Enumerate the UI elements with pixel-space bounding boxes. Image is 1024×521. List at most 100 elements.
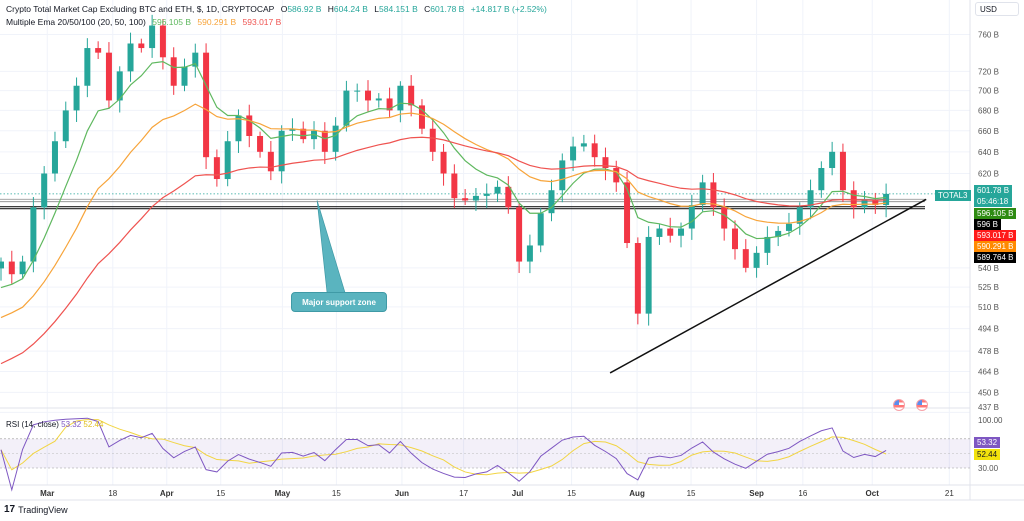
date-label: Oct [866, 489, 880, 498]
last-price: 601.78 B [977, 186, 1010, 195]
price-tick-label: 478 B [978, 347, 999, 356]
candle-body [462, 198, 469, 201]
candle-body [667, 228, 674, 236]
date-label: 15 [567, 489, 576, 498]
candle-body [829, 151, 836, 169]
candle-body [645, 236, 652, 314]
candle-body [0, 261, 4, 269]
candle-body [440, 151, 447, 174]
candle-body [710, 182, 717, 208]
candle-body [634, 243, 641, 314]
rsi-badge: 53.32 [974, 437, 1001, 448]
candle-body [807, 190, 814, 208]
ema20-value: 596.105 B [152, 17, 192, 27]
ema100-line [0, 136, 887, 365]
candle-body [624, 182, 631, 244]
candle-body [408, 85, 415, 106]
candle-body [483, 193, 490, 196]
tradingview-logo[interactable]: 17 TradingView [4, 504, 68, 515]
rsi-ma-badge: 52.44 [974, 449, 1001, 460]
date-label: Mar [40, 489, 54, 498]
candle-body [159, 25, 166, 58]
candle-body [127, 43, 134, 72]
candle-body [678, 228, 685, 236]
candle-body [267, 151, 274, 172]
candle-body [73, 85, 80, 111]
low-value: 584.151 B [379, 4, 418, 14]
date-label: 15 [216, 489, 225, 498]
candles [0, 14, 890, 326]
candle-body [289, 128, 296, 131]
price-tick-label: 450 B [978, 388, 999, 397]
date-label: 18 [108, 489, 117, 498]
candle-body [224, 141, 231, 180]
us-event-flag-icon[interactable] [916, 399, 928, 411]
candle-body [321, 130, 328, 152]
low-label: L [374, 4, 380, 14]
candle-body [742, 249, 749, 268]
rsi-legend[interactable]: RSI (14, close) 53.32 52.44 [6, 420, 103, 429]
ema20-line [0, 60, 887, 289]
candle-body [850, 190, 857, 208]
candle-body [116, 71, 123, 101]
candle-body [397, 85, 404, 111]
ascending-trendline [609, 198, 927, 374]
candle-body [181, 66, 188, 86]
rsi-tick-label: 30.00 [978, 464, 999, 473]
candle-body [343, 90, 350, 126]
candle-body [839, 151, 846, 191]
candle-body [213, 157, 220, 180]
brand-name: TradingView [18, 504, 68, 515]
candle-body [613, 168, 620, 183]
us-event-flag-icon[interactable] [893, 399, 905, 411]
candle-body [84, 48, 91, 86]
date-label: Jul [512, 489, 524, 498]
ema-legend[interactable]: Multiple Ema 20/50/100 (20, 50, 100) 596… [6, 17, 285, 27]
candle-body [559, 160, 566, 191]
ema50-badge: 590.291 B [974, 241, 1017, 252]
open-value: 586.92 B [287, 4, 322, 14]
close-label: C [424, 4, 431, 14]
candle-body [591, 143, 598, 158]
last-price-badge: 601.78 B 05:46:18 [974, 185, 1013, 207]
candle-body [785, 223, 792, 231]
rsi-tick-label: 100.00 [978, 416, 1003, 425]
change-value: +14.817 B (+2.52%) [470, 4, 547, 14]
candle-body [418, 105, 425, 129]
ema-indicator-title: Multiple Ema 20/50/100 (20, 50, 100) [6, 17, 146, 27]
date-label: 15 [687, 489, 696, 498]
price-tick-label: 464 B [978, 367, 999, 376]
candle-body [472, 195, 479, 201]
rsi-ma-line [0, 419, 887, 476]
candle-body [570, 146, 577, 161]
candle-body [602, 157, 609, 169]
candle-body [246, 115, 253, 136]
candle-body [8, 261, 15, 275]
price-tick-label: 640 B [978, 148, 999, 157]
candle-body [192, 52, 199, 67]
rsi-ma-value: 52.44 [83, 420, 104, 429]
candle-body [386, 98, 393, 111]
candle-body [721, 207, 728, 229]
candle-body [19, 261, 26, 275]
candle-body [375, 98, 382, 101]
candle-body [451, 173, 458, 199]
candle-body [300, 128, 307, 140]
high-label: H [327, 4, 334, 14]
price-tick-label: 494 B [978, 325, 999, 334]
currency-selector[interactable]: USD [975, 2, 1019, 16]
candle-body [656, 228, 663, 237]
ema20-badge: 596.105 B [974, 208, 1017, 219]
support-zone-callout[interactable]: Major support zone [291, 292, 387, 312]
date-label: Jun [395, 489, 409, 498]
candle-body [548, 190, 555, 214]
rsi-title: RSI (14, close) [6, 420, 59, 429]
price-tick-label: 680 B [978, 106, 999, 115]
candle-body [753, 252, 760, 268]
ema100-value: 593.017 B [242, 17, 282, 27]
candle-body [364, 90, 371, 101]
date-label: Aug [629, 489, 645, 498]
candle-body [257, 135, 264, 152]
candle-body [764, 236, 771, 253]
